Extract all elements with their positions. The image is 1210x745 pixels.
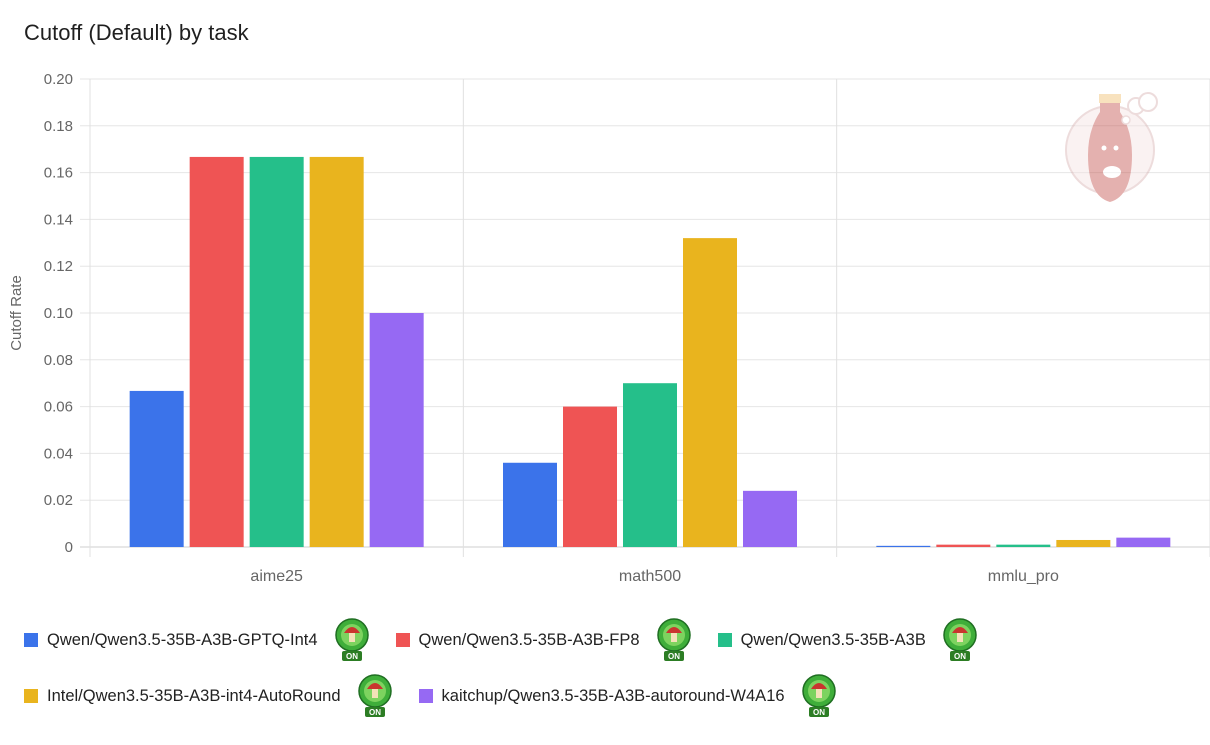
on-badge-text: ON xyxy=(668,652,680,661)
legend-swatch xyxy=(24,689,38,703)
legend-label: Qwen/Qwen3.5-35B-A3B xyxy=(740,630,926,649)
y-tick-label: 0.08 xyxy=(44,352,73,369)
on-badge-icon: ON xyxy=(357,674,392,717)
on-badge-icon: ON xyxy=(656,618,691,661)
on-badge-text: ON xyxy=(346,652,358,661)
y-axis-label: Cutoff Rate xyxy=(8,275,25,351)
legend-row-2: Intel/Qwen3.5-35B-A3B-int4-AutoRound ON … xyxy=(24,668,1194,724)
x-tick-labels: aime25 math500 mmlu_pro xyxy=(250,568,1059,585)
x-tick-label: mmlu_pro xyxy=(988,568,1059,585)
bar[interactable] xyxy=(369,313,424,547)
y-tick-label: 0.04 xyxy=(44,445,73,462)
chart-title: Cutoff (Default) by task xyxy=(24,20,249,45)
on-badge-text: ON xyxy=(369,708,381,717)
bar[interactable] xyxy=(876,545,931,547)
bar[interactable] xyxy=(936,544,991,547)
ketchup-watermark xyxy=(1065,92,1158,202)
legend-swatch xyxy=(395,633,410,647)
legend-swatch xyxy=(24,633,38,647)
y-tick-labels: 0 0.02 0.04 0.06 0.08 0.10 0.12 0.14 0.16 0.18 0.2… xyxy=(44,71,73,556)
on-badge-text: ON xyxy=(954,652,966,661)
bar[interactable] xyxy=(1056,539,1111,547)
y-tick-label: 0.10 xyxy=(44,305,73,322)
y-tick-label: 0 xyxy=(65,539,73,556)
bar[interactable] xyxy=(503,462,557,547)
bar[interactable] xyxy=(1116,537,1171,547)
x-tick-label: math500 xyxy=(619,568,681,585)
on-badge-icon: ON xyxy=(943,618,977,661)
x-tick-label: aime25 xyxy=(250,568,303,585)
on-badge-text: ON xyxy=(813,708,825,717)
bars xyxy=(129,156,1171,547)
legend-item[interactable]: Qwen/Qwen3.5-35B-A3B ON xyxy=(717,617,978,663)
legend-label: Qwen/Qwen3.5-35B-A3B-FP8 xyxy=(418,630,640,649)
legend-row-1: Qwen/Qwen3.5-35B-A3B-GPTQ-Int4 ON Qwen/Q… xyxy=(24,612,1194,668)
y-tick-label: 0.16 xyxy=(44,165,73,182)
y-tick-label: 0.06 xyxy=(44,399,73,416)
legend-label: Qwen/Qwen3.5-35B-A3B-GPTQ-Int4 xyxy=(47,630,318,649)
y-tick-label: 0.20 xyxy=(44,71,73,88)
bar[interactable] xyxy=(249,156,304,547)
bar[interactable] xyxy=(309,156,364,547)
legend-item[interactable]: kaitchup/Qwen3.5-35B-A3B-autoround-W4A16… xyxy=(418,673,837,719)
bar[interactable] xyxy=(743,490,797,547)
bar[interactable] xyxy=(189,156,244,547)
legend-item[interactable]: Intel/Qwen3.5-35B-A3B-int4-AutoRound ON xyxy=(24,673,393,719)
bar[interactable] xyxy=(129,390,184,547)
y-tick-label: 0.14 xyxy=(44,211,73,228)
bar[interactable] xyxy=(683,238,737,547)
bar[interactable] xyxy=(623,383,677,547)
legend-item[interactable]: Qwen/Qwen3.5-35B-A3B-GPTQ-Int4 ON xyxy=(24,617,370,663)
bar[interactable] xyxy=(563,406,617,547)
on-badge-icon: ON xyxy=(801,674,836,717)
bar-chart: 0 0.02 0.04 0.06 0.08 0.10 0.12 0.14 0.16 0.18 0.2… xyxy=(8,71,1210,585)
y-tick-label: 0.12 xyxy=(44,258,73,275)
y-tick-label: 0.02 xyxy=(44,492,73,509)
legend-label: kaitchup/Qwen3.5-35B-A3B-autoround-W4A16 xyxy=(441,686,785,705)
bar[interactable] xyxy=(996,544,1051,547)
legend-swatch xyxy=(717,633,732,647)
legend-item[interactable]: Qwen/Qwen3.5-35B-A3B-FP8 ON xyxy=(395,617,692,663)
legend-swatch xyxy=(418,689,433,703)
y-tick-label: 0.18 xyxy=(44,118,73,135)
on-badge-icon: ON xyxy=(334,618,369,661)
chart-legend: Qwen/Qwen3.5-35B-A3B-GPTQ-Int4 ON Qwen/Q… xyxy=(24,612,1194,724)
legend-label: Intel/Qwen3.5-35B-A3B-int4-AutoRound xyxy=(47,686,341,705)
